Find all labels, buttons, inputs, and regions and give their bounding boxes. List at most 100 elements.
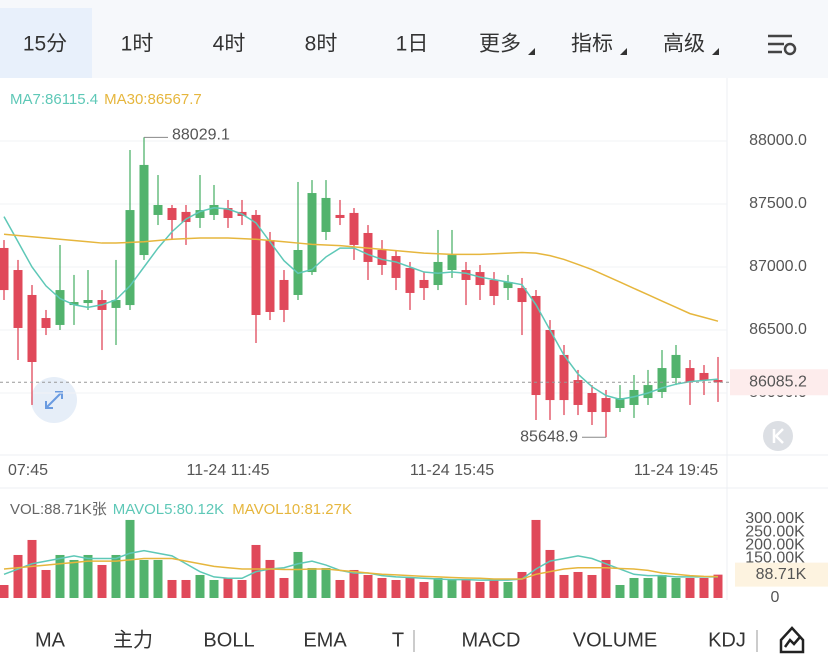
candle-body: [559, 354, 569, 401]
y-tick-label: 87000.0: [749, 258, 807, 275]
candle-body: [615, 398, 625, 408]
dropdown-arrow: [620, 48, 627, 55]
ma-line: [3, 233, 719, 322]
volume-bar: [699, 577, 709, 598]
candle-body: [321, 197, 331, 232]
candle-body: [419, 279, 429, 289]
candle-body: [405, 268, 415, 293]
candle-body: [503, 281, 513, 289]
x-tick-label: 11-24 11:45: [186, 462, 269, 479]
volume-bar: [643, 577, 653, 598]
candle-body: [307, 193, 317, 273]
indicator-tab[interactable]: MACD: [462, 629, 521, 651]
volume-bar: [685, 577, 695, 598]
scroll-end-button[interactable]: [763, 421, 793, 451]
candle-body: [601, 398, 611, 413]
ma-line: [3, 207, 719, 401]
candle-body: [699, 372, 709, 381]
timeframe-tab[interactable]: 1日: [396, 33, 429, 56]
y-tick-label: 86500.0: [749, 321, 807, 338]
timeframe-tab[interactable]: 1时: [121, 33, 154, 56]
timeframe-tab[interactable]: 指标: [571, 33, 613, 56]
x-tick-label: 07:45: [8, 462, 48, 479]
candle-body: [657, 368, 667, 392]
volume-bar: [83, 554, 93, 598]
volume-bar: [55, 554, 65, 598]
volume-bar: [713, 574, 723, 598]
drawing-tool-icon[interactable]: [779, 626, 805, 654]
volume-bar: [195, 574, 205, 598]
candle-body: [111, 300, 121, 308]
indicator-tab[interactable]: 主力: [113, 628, 153, 651]
mavol-line: [3, 549, 719, 581]
volume-bar: [307, 567, 317, 598]
indicator-tab[interactable]: MA: [35, 629, 66, 651]
candle-body: [517, 288, 527, 303]
settings-icon[interactable]: [768, 34, 797, 56]
candle-body: [153, 205, 163, 215]
timeframe-tab[interactable]: 更多: [479, 33, 521, 56]
volume-bar: [559, 574, 569, 598]
volume-bar: [13, 554, 23, 598]
candle-body: [41, 318, 51, 328]
candle-body: [587, 393, 597, 413]
dropdown-arrow: [712, 48, 719, 55]
volume-bar: [517, 571, 527, 598]
volume-bar: [0, 584, 9, 598]
candle-body: [671, 354, 681, 379]
indicator-tab[interactable]: BOLL: [203, 629, 254, 651]
indicator-tab[interactable]: T: [392, 629, 404, 651]
volume-bar: [167, 579, 177, 598]
candle-body: [377, 249, 387, 265]
last-volume-tag: [735, 562, 828, 587]
candle-body: [27, 294, 37, 363]
candle-body: [13, 270, 23, 328]
x-tick-label: 11-24 15:45: [410, 462, 494, 479]
candle-body: [265, 240, 275, 312]
volume-bar: [587, 574, 597, 598]
volume-bar: [223, 577, 233, 598]
legend-entry: MAVOL5:80.12K: [113, 501, 224, 518]
volume-bar: [139, 559, 149, 598]
volume-bar: [237, 579, 247, 598]
timeframe-tab[interactable]: 4时: [213, 33, 246, 56]
volume-bar: [321, 567, 331, 598]
volume-bar: [475, 581, 485, 598]
volume-bar: [601, 559, 611, 598]
volume-bar: [69, 559, 79, 598]
candle-body: [713, 380, 723, 383]
tab-bar: [0, 0, 828, 78]
timeframe-tab[interactable]: 高级: [663, 33, 705, 56]
volume-bar: [461, 579, 471, 598]
candle-body: [83, 300, 93, 304]
legend-entry: MA30:86567.7: [104, 91, 202, 108]
candle-body: [475, 272, 485, 286]
candle-body: [125, 210, 135, 306]
indicator-tab[interactable]: KDJ: [708, 629, 746, 651]
last-price-tag: [730, 369, 828, 396]
y-tick-label: 88000.0: [749, 132, 807, 149]
candle-body: [573, 380, 583, 405]
candle-body: [139, 164, 149, 256]
volume-bar: [335, 579, 345, 598]
indicator-tab[interactable]: EMA: [303, 629, 347, 651]
candle-body: [643, 385, 653, 399]
y-tick-label: 200.00K: [745, 537, 805, 554]
x-tick-label: 11-24 19:45: [634, 462, 718, 479]
candle-body: [335, 214, 345, 218]
expand-icon: [45, 391, 63, 409]
volume-bar: [377, 577, 387, 598]
indicator-tab[interactable]: VOLUME: [573, 629, 657, 651]
candle-body: [195, 210, 205, 218]
volume-bar: [293, 551, 303, 598]
candle-body: [223, 208, 233, 218]
candle-body: [181, 211, 191, 223]
volume-bar: [671, 577, 681, 598]
candle-body: [545, 330, 555, 401]
timeframe-tab[interactable]: 15分: [23, 33, 67, 56]
legend-entry: MAVOL10:81.27K: [232, 501, 352, 518]
candle-body: [685, 368, 695, 383]
volume-bar: [447, 579, 457, 598]
timeframe-tab[interactable]: 8时: [305, 33, 338, 56]
max-label: 88029.1: [172, 127, 230, 144]
